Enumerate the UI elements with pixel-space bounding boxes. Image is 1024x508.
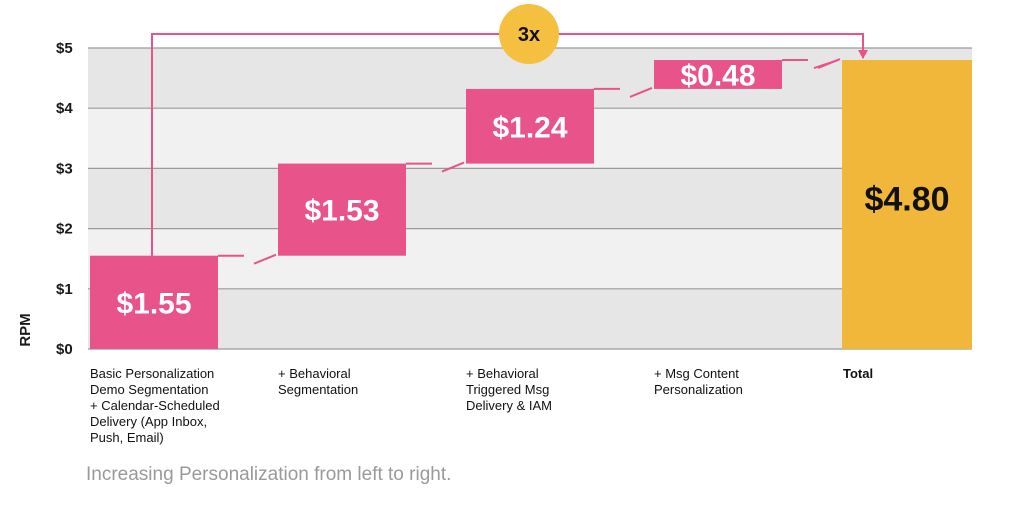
- category-label: Basic Personalization Demo Segmentation + …: [90, 366, 260, 446]
- y-tick-label: $1: [56, 281, 73, 298]
- category-label-line: Demo Segmentation: [90, 382, 209, 397]
- bracket-arrowhead: [858, 50, 868, 60]
- bar-value-label: $0.48: [680, 59, 755, 92]
- multiplier-badge: [499, 4, 559, 64]
- category-label: + Msg Content Personalization: [654, 366, 824, 398]
- category-label-line: + Behavioral: [278, 366, 351, 381]
- category-label-line: + Behavioral: [466, 366, 539, 381]
- bar-value-label: $1.55: [116, 287, 191, 320]
- category-label-line: + Calendar-Scheduled: [90, 398, 220, 413]
- total-bar: [842, 60, 972, 349]
- y-tick-label: $5: [56, 40, 73, 57]
- category-label-line: Delivery (App Inbox,: [90, 414, 208, 429]
- connector-slant: [813, 59, 839, 69]
- increment-bar: [90, 255, 218, 349]
- grid-band: [88, 288, 972, 349]
- category-label: + Behavioral Segmentation: [278, 366, 448, 398]
- connector-slant: [441, 161, 465, 173]
- category-label: + Behavioral Triggered Msg Delivery & IAM: [466, 366, 636, 414]
- increment-bar: [278, 163, 406, 256]
- y-axis-label: RPM: [17, 313, 34, 346]
- connector-slant: [253, 253, 277, 265]
- category-label-line: Personalization: [654, 382, 743, 397]
- increment-bar: [466, 88, 594, 164]
- category-label-line: Basic Personalization: [90, 366, 215, 381]
- grid-band: [88, 168, 972, 229]
- total-value-label: $4.80: [864, 181, 949, 219]
- category-label-line: Segmentation: [278, 382, 359, 397]
- category-label-line: + Msg Content: [654, 366, 739, 381]
- bar-value-label: $1.53: [304, 195, 379, 228]
- increment-bar: [654, 60, 782, 89]
- grid-band: [88, 228, 972, 289]
- y-tick-label: $2: [56, 221, 73, 238]
- y-tick-label: $3: [56, 160, 73, 177]
- y-tick-label: $0: [56, 341, 73, 358]
- category-label-line: Total: [843, 366, 874, 381]
- category-label-line: Push, Email): [90, 430, 164, 445]
- category-label: Total: [843, 366, 1013, 382]
- y-tick-label: $4: [56, 100, 73, 117]
- chart-caption: Increasing Personalization from left to …: [86, 464, 452, 485]
- multiplier-label: 3x: [518, 24, 540, 46]
- bar-value-label: $1.24: [492, 111, 567, 144]
- category-label-line: Delivery & IAM: [466, 398, 552, 413]
- category-label-line: Triggered Msg: [466, 382, 550, 397]
- connector-slant: [629, 87, 653, 98]
